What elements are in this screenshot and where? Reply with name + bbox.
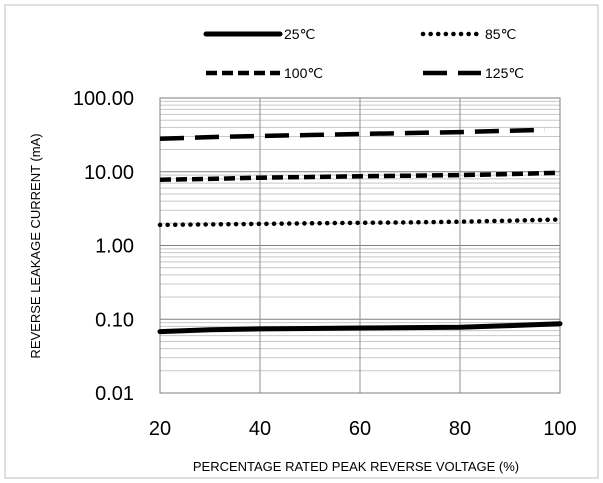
x-tick-labels: 20 40 60 80 100: [149, 418, 577, 440]
legend-label-2: 85℃: [485, 26, 516, 42]
x-tick-label: 80: [449, 418, 471, 440]
series-layer: [157, 127, 563, 335]
y-axis-title: REVERSE LEAKAGE CURRENT (mA): [28, 133, 43, 358]
series-line-4: [159, 127, 546, 142]
y-tick-label: 0.10: [95, 309, 134, 331]
y-tick-label: 0.01: [95, 383, 134, 405]
x-tick-label: 60: [349, 418, 371, 440]
legend-label-3: 100℃: [284, 65, 323, 81]
series-line-3: [159, 170, 561, 182]
x-tick-label: 20: [149, 418, 171, 440]
legend: 25℃ 85℃ 100℃ 125℃: [203, 26, 524, 81]
y-tick-label: 1.00: [95, 236, 134, 258]
y-tick-label: 100.00: [73, 88, 134, 110]
chart-border: [4, 4, 599, 479]
y-tick-label: 10.00: [84, 162, 134, 184]
legend-label-1: 25℃: [284, 26, 315, 42]
x-tick-label: 40: [249, 418, 271, 440]
plot-area-border: [159, 97, 561, 394]
legend-label-4: 125℃: [485, 65, 524, 81]
x-axis-title: PERCENTAGE RATED PEAK REVERSE VOLTAGE (%…: [193, 459, 519, 474]
x-tick-label: 100: [543, 418, 576, 440]
y-tick-labels: 100.00 10.00 1.00 0.10 0.01: [73, 88, 134, 405]
series-line-2: [157, 217, 563, 228]
series-line-1: [157, 321, 563, 335]
